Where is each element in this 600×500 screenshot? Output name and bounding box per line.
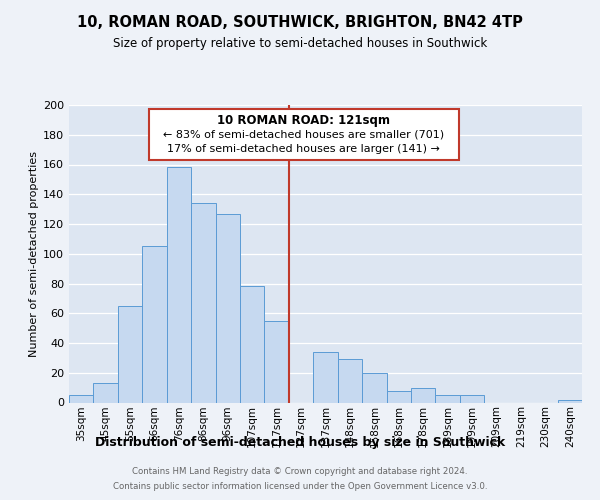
Bar: [411, 388, 436, 402]
Bar: [142, 246, 167, 402]
Bar: [338, 360, 362, 403]
Bar: [557, 400, 582, 402]
Bar: [436, 395, 460, 402]
Text: 10 ROMAN ROAD: 121sqm: 10 ROMAN ROAD: 121sqm: [217, 114, 390, 127]
Text: 10, ROMAN ROAD, SOUTHWICK, BRIGHTON, BN42 4TP: 10, ROMAN ROAD, SOUTHWICK, BRIGHTON, BN4…: [77, 15, 523, 30]
FancyBboxPatch shape: [149, 110, 459, 160]
Bar: [386, 390, 411, 402]
Bar: [362, 373, 386, 402]
Bar: [167, 168, 191, 402]
Bar: [94, 383, 118, 402]
Text: Distribution of semi-detached houses by size in Southwick: Distribution of semi-detached houses by …: [95, 436, 505, 449]
Bar: [313, 352, 338, 403]
Bar: [460, 395, 484, 402]
Y-axis label: Number of semi-detached properties: Number of semi-detached properties: [29, 151, 39, 357]
Bar: [265, 320, 289, 402]
Text: Contains public sector information licensed under the Open Government Licence v3: Contains public sector information licen…: [113, 482, 487, 491]
Bar: [215, 214, 240, 402]
Bar: [191, 203, 215, 402]
Text: Contains HM Land Registry data © Crown copyright and database right 2024.: Contains HM Land Registry data © Crown c…: [132, 467, 468, 476]
Text: 17% of semi-detached houses are larger (141) →: 17% of semi-detached houses are larger (…: [167, 144, 440, 154]
Bar: [69, 395, 94, 402]
Text: ← 83% of semi-detached houses are smaller (701): ← 83% of semi-detached houses are smalle…: [163, 130, 444, 140]
Bar: [118, 306, 142, 402]
Bar: [240, 286, 265, 403]
Text: Size of property relative to semi-detached houses in Southwick: Size of property relative to semi-detach…: [113, 38, 487, 51]
